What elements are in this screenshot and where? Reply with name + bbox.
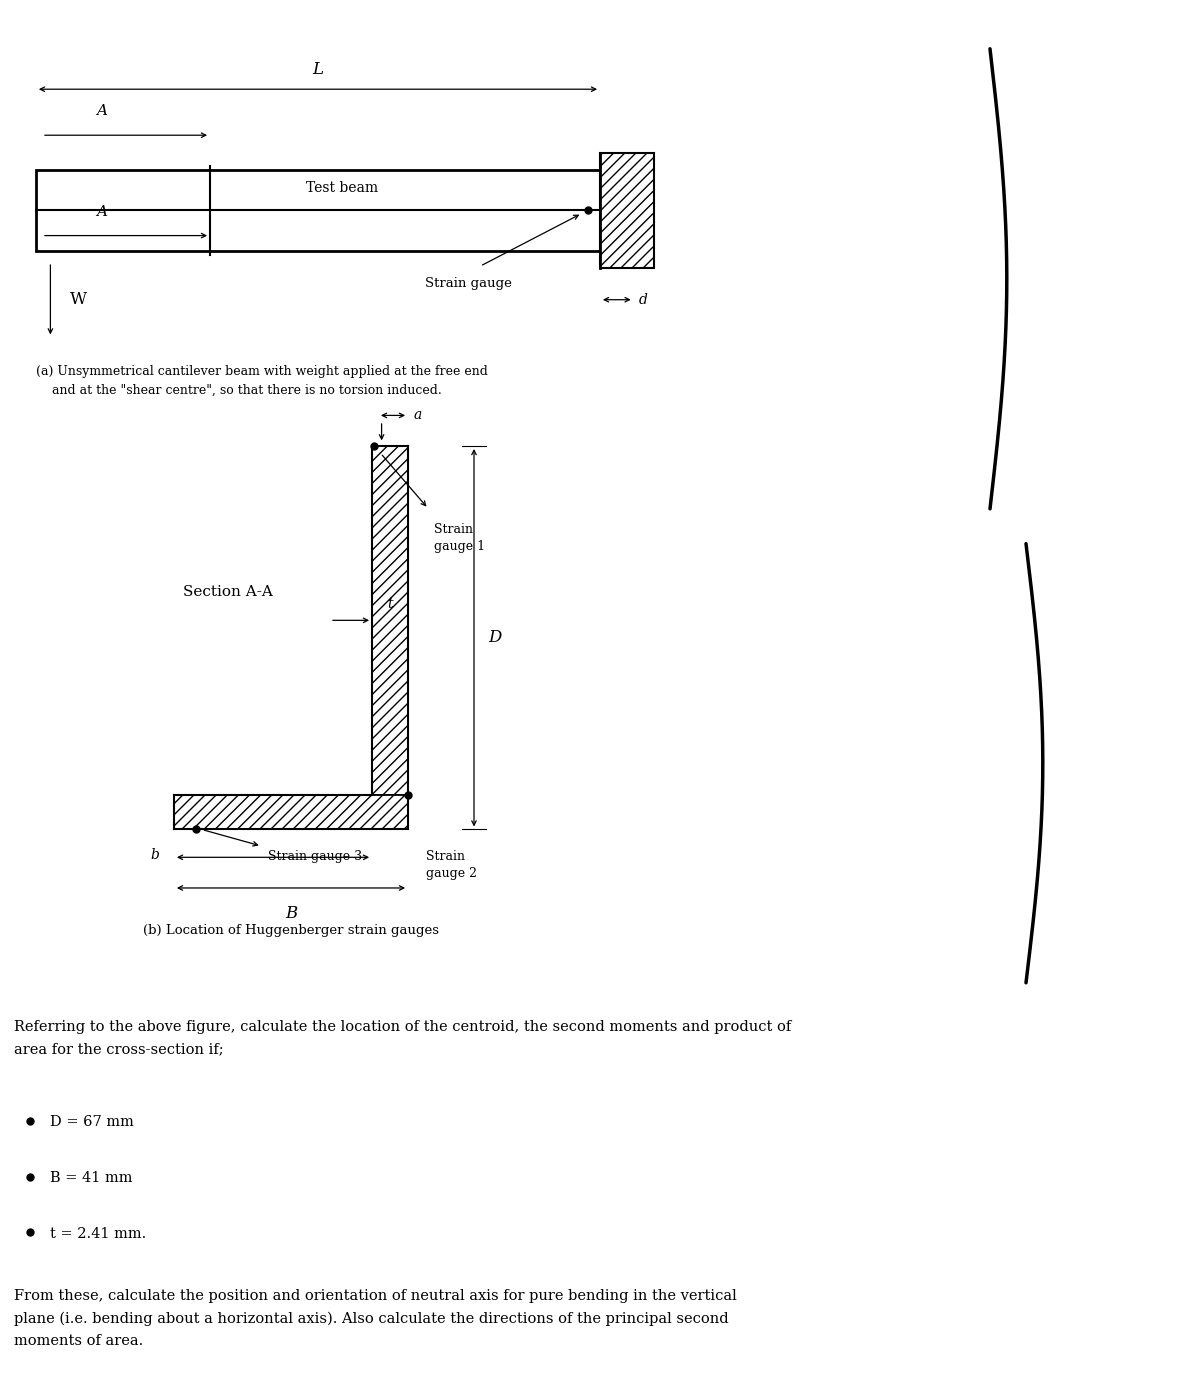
Text: t: t [388, 597, 392, 611]
Text: A: A [96, 205, 108, 219]
Text: Section A-A: Section A-A [184, 585, 272, 599]
Text: Strain gauge 3: Strain gauge 3 [268, 850, 361, 863]
Text: (b) Location of Huggenberger strain gauges: (b) Location of Huggenberger strain gaug… [143, 924, 439, 937]
Text: d: d [638, 293, 647, 307]
Text: Strain
gauge 2: Strain gauge 2 [426, 850, 478, 881]
Bar [174, 795, 408, 829]
Text: D = 67 mm: D = 67 mm [50, 1115, 134, 1129]
Text: W: W [70, 291, 86, 308]
Text: L: L [312, 61, 324, 78]
Text: t = 2.41 mm.: t = 2.41 mm. [50, 1227, 146, 1241]
Text: B = 41 mm: B = 41 mm [50, 1171, 133, 1185]
Bar [36, 170, 600, 251]
Bar [600, 153, 654, 268]
Text: a: a [414, 408, 422, 422]
Text: D: D [488, 629, 502, 647]
Text: Strain
gauge 1: Strain gauge 1 [434, 523, 486, 553]
Text: Strain gauge: Strain gauge [425, 277, 511, 290]
Text: Test beam: Test beam [306, 181, 378, 195]
Bar [372, 446, 408, 795]
Text: B: B [284, 905, 298, 921]
Text: A: A [96, 105, 108, 118]
Text: Referring to the above figure, calculate the location of the centroid, the secon: Referring to the above figure, calculate… [14, 1020, 792, 1057]
Text: (a) Unsymmetrical cantilever beam with weight applied at the free end
    and at: (a) Unsymmetrical cantilever beam with w… [36, 365, 488, 397]
Text: From these, calculate the position and orientation of neutral axis for pure bend: From these, calculate the position and o… [14, 1289, 737, 1348]
Text: b: b [151, 848, 160, 861]
